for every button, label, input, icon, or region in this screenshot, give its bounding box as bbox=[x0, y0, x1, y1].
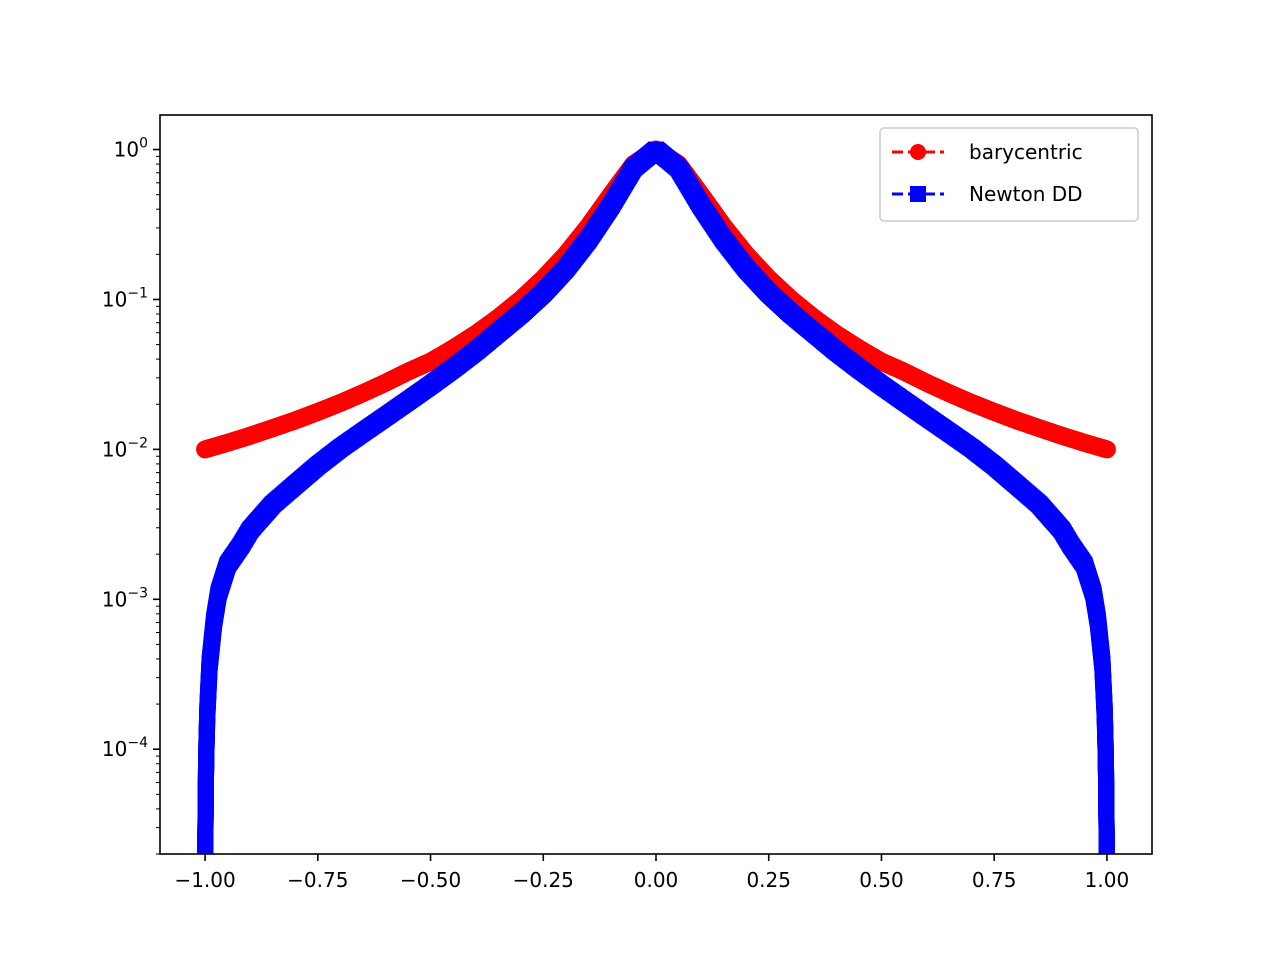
legend: barycentric Newton DD bbox=[879, 127, 1139, 222]
x-tick-label: 1.00 bbox=[1085, 868, 1130, 892]
x-tick-label: 0.25 bbox=[746, 868, 791, 892]
x-tick-label: 0.50 bbox=[859, 868, 904, 892]
y-tick-label: 100 bbox=[114, 136, 148, 162]
series-1 bbox=[197, 141, 1115, 854]
y-tick-label: 10−4 bbox=[102, 735, 148, 761]
data-point bbox=[1098, 851, 1115, 854]
y-axis: 100 10−1 10−2 10−3 10−4 bbox=[102, 136, 160, 855]
legend-marker bbox=[910, 144, 926, 160]
legend-label: Newton DD bbox=[969, 182, 1083, 206]
x-tick-label: −1.00 bbox=[174, 868, 235, 892]
y-tick-label: 10−1 bbox=[102, 285, 148, 311]
legend-box bbox=[879, 127, 1139, 222]
x-tick-label: 0.00 bbox=[634, 868, 679, 892]
x-tick-label: −0.75 bbox=[287, 868, 348, 892]
x-tick-label: −0.25 bbox=[513, 868, 574, 892]
data-point bbox=[1097, 440, 1116, 459]
x-tick-label: 0.75 bbox=[972, 868, 1017, 892]
legend-label: barycentric bbox=[969, 140, 1083, 164]
x-axis: −1.00 −0.75 −0.50 −0.25 0.00 0.25 0.50 0.75 1.00 bbox=[174, 854, 1129, 892]
x-tick-label: −0.50 bbox=[400, 868, 461, 892]
legend-marker bbox=[910, 186, 926, 202]
series-layer bbox=[196, 140, 1116, 854]
y-tick-label: 10−3 bbox=[102, 585, 148, 611]
y-tick-label: 10−2 bbox=[102, 435, 148, 461]
